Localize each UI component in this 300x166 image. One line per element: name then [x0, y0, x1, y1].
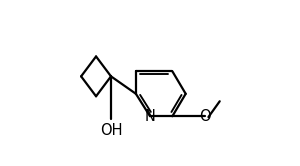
Text: O: O [199, 109, 211, 124]
Text: OH: OH [100, 123, 122, 138]
Text: N: N [145, 109, 155, 124]
